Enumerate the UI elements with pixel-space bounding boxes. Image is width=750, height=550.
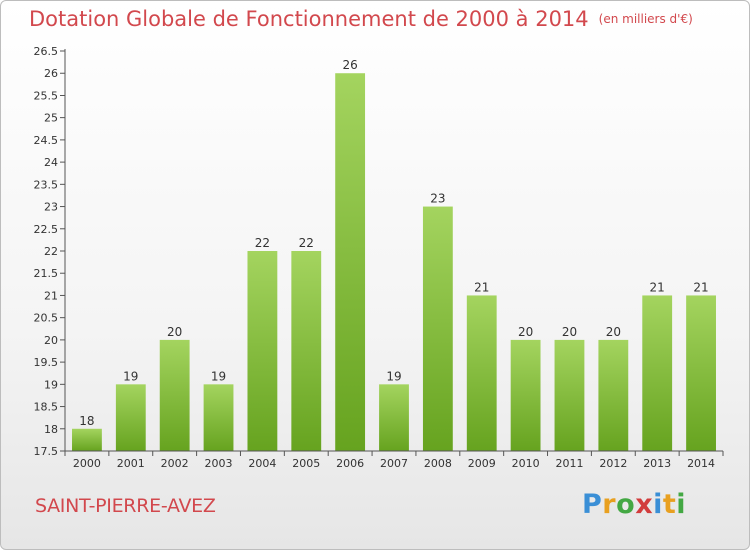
data-label-2010: 20 [518,325,533,339]
bar-2013 [642,295,673,451]
proxiti-logo-letter: i [653,489,663,520]
x-tick-label-2009: 2009 [468,457,496,470]
chart-title: Dotation Globale de Fonctionnement de 20… [29,7,693,31]
bar-2008 [422,206,453,451]
proxiti-logo-letter: P [582,489,603,520]
proxiti-logo-letter: x [635,489,654,520]
data-label-2000: 18 [79,414,94,428]
x-tick-label-2007: 2007 [380,457,408,470]
chart-title-text: Dotation Globale de Fonctionnement de 20… [29,7,589,31]
bar-2011 [554,339,585,451]
data-label-2013: 21 [650,280,665,294]
bar-2000 [72,428,102,451]
data-label-2003: 19 [211,369,226,383]
bar-2007 [379,384,409,451]
x-tick-label-2002: 2002 [161,457,189,470]
y-tick-label: 26 [44,67,58,80]
proxiti-logo-letter: r [602,489,617,520]
data-label-2014: 21 [693,280,708,294]
x-tick-label-2005: 2005 [292,457,320,470]
y-tick-label: 25 [44,112,58,125]
bar-2005 [291,251,322,451]
x-tick-label-2011: 2011 [555,457,583,470]
x-tick-label-2013: 2013 [643,457,671,470]
y-tick-label: 22 [44,245,58,258]
data-label-2012: 20 [606,325,621,339]
bar-2002 [159,339,190,451]
x-tick-label-2014: 2014 [687,457,715,470]
bar-2001 [115,384,146,451]
data-label-2008: 23 [430,192,445,206]
x-tick-label-2001: 2001 [117,457,145,470]
data-label-2006: 26 [342,58,357,72]
x-tick-label-2004: 2004 [248,457,276,470]
bars: 18 19 20 19 22 22 26 19 23 21 20 20 20 21 21 [72,58,716,451]
proxiti-logo-letter: t [662,489,677,520]
y-tick-label: 25.5 [34,89,59,102]
bar-2006 [335,73,366,451]
data-label-2001: 19 [123,369,138,383]
proxiti-logo-letter: i [676,489,687,520]
data-label-2011: 20 [562,325,577,339]
y-tick-label: 17.5 [34,445,59,458]
y-tick-label: 21.5 [34,267,59,280]
data-label-2004: 22 [255,236,270,250]
y-tick-label: 22.5 [34,223,59,236]
x-tick-label-2008: 2008 [424,457,452,470]
location-name: SAINT-PIERRE-AVEZ [35,495,216,517]
data-label-2007: 19 [386,369,401,383]
x-tick-label-2000: 2000 [73,457,101,470]
y-tick-label: 23.5 [34,178,59,191]
chart-unit-label: (en milliers d'€) [598,12,693,26]
y-tick-label: 19.5 [34,356,59,369]
y-tick-label: 20.5 [34,312,59,325]
proxiti-logo: Proxiti [582,489,686,520]
y-tick-label: 18.5 [34,401,59,414]
bar-2010 [510,339,541,451]
bar-2014 [686,295,716,451]
data-label-2002: 20 [167,325,182,339]
bar-2004 [247,251,278,451]
y-axis: 17.5 18 18.5 19 19.5 20 20.5 21 21.5 22 22.5 23 23.5… [34,45,66,458]
x-tick-label-2006: 2006 [336,457,364,470]
data-label-2009: 21 [474,280,489,294]
y-tick-label: 21 [44,289,58,302]
y-tick-label: 26.5 [34,45,59,58]
bar-2009 [466,295,497,451]
y-tick-label: 20 [44,334,58,347]
bar-2003 [203,384,234,451]
data-label-2005: 22 [299,236,314,250]
y-tick-label: 24.5 [34,134,59,147]
x-axis: 2000 2001 2002 2003 2004 2005 2006 2007 2008 2009… [64,450,724,470]
y-tick-label: 23 [44,201,58,214]
y-tick-label: 18 [44,423,58,436]
proxiti-logo-letter: o [616,489,636,520]
x-tick-label-2003: 2003 [205,457,233,470]
y-tick-label: 19 [44,378,58,391]
x-tick-label-2010: 2010 [512,457,540,470]
y-tick-label: 24 [44,156,58,169]
bar-2012 [598,339,629,451]
x-tick-label-2012: 2012 [599,457,627,470]
